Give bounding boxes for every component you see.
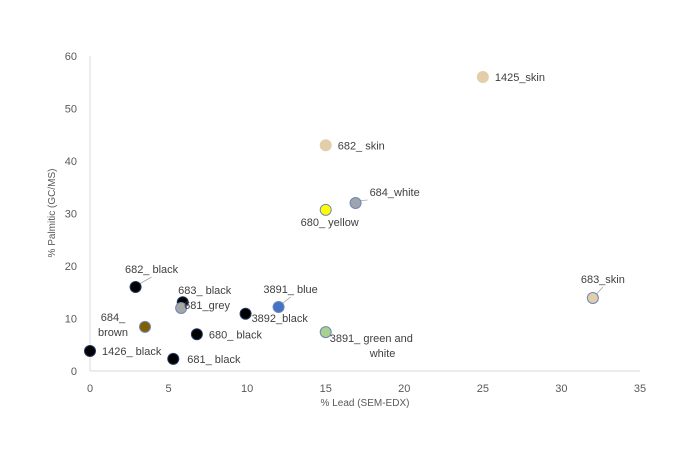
x-tick-label: 20	[398, 383, 410, 395]
data-point	[272, 300, 285, 313]
y-axis-title: % Palmitic (GC/MS)	[47, 169, 58, 258]
data-point	[167, 352, 180, 365]
y-tick-label: 20	[65, 261, 77, 273]
data-point	[319, 203, 332, 216]
y-tick-label: 50	[65, 104, 77, 116]
x-axis-title: % Lead (SEM-EDX)	[321, 398, 410, 409]
data-point	[175, 302, 188, 314]
data-label: 682_ skin	[338, 140, 385, 152]
y-tick-label: 30	[65, 209, 77, 221]
data-point	[319, 139, 332, 152]
x-tick-label: 5	[166, 383, 172, 395]
data-point	[239, 307, 252, 320]
data-label: 3891_ blue	[263, 284, 317, 296]
data-point	[476, 71, 489, 83]
data-label: 684_ brown	[98, 312, 128, 339]
data-label: 681_ black	[187, 354, 241, 366]
data-label: 1425_skin	[495, 72, 545, 84]
x-tick-label: 15	[320, 383, 332, 395]
y-tick-label: 40	[65, 156, 77, 168]
data-point	[586, 292, 599, 305]
data-label: 681_grey	[184, 300, 230, 312]
x-tick-label: 10	[241, 383, 253, 395]
data-point	[349, 197, 362, 209]
data-label: 684_white	[370, 187, 420, 199]
y-tick-label: 0	[71, 366, 77, 378]
data-point	[129, 281, 142, 293]
data-label: 683_ black	[178, 285, 232, 297]
data-label: 3892_black	[252, 313, 309, 325]
data-label: 680_ black	[209, 329, 263, 341]
y-tick-label: 60	[65, 51, 77, 63]
data-point	[319, 326, 332, 339]
x-tick-label: 30	[555, 383, 567, 395]
x-tick-label: 35	[634, 383, 646, 395]
data-point	[139, 320, 151, 333]
y-tick-label: 10	[65, 314, 77, 326]
data-label: 683_skin	[581, 274, 625, 286]
x-tick-label: 25	[477, 383, 489, 395]
data-point	[190, 328, 203, 341]
data-label: 680_ yellow	[301, 217, 359, 229]
x-tick-label: 0	[87, 383, 93, 395]
data-label: 1426_ black	[102, 346, 162, 358]
data-label: 682_ black	[125, 264, 179, 276]
data-point	[84, 345, 96, 358]
data-label: 3891_ green and white	[330, 333, 413, 360]
